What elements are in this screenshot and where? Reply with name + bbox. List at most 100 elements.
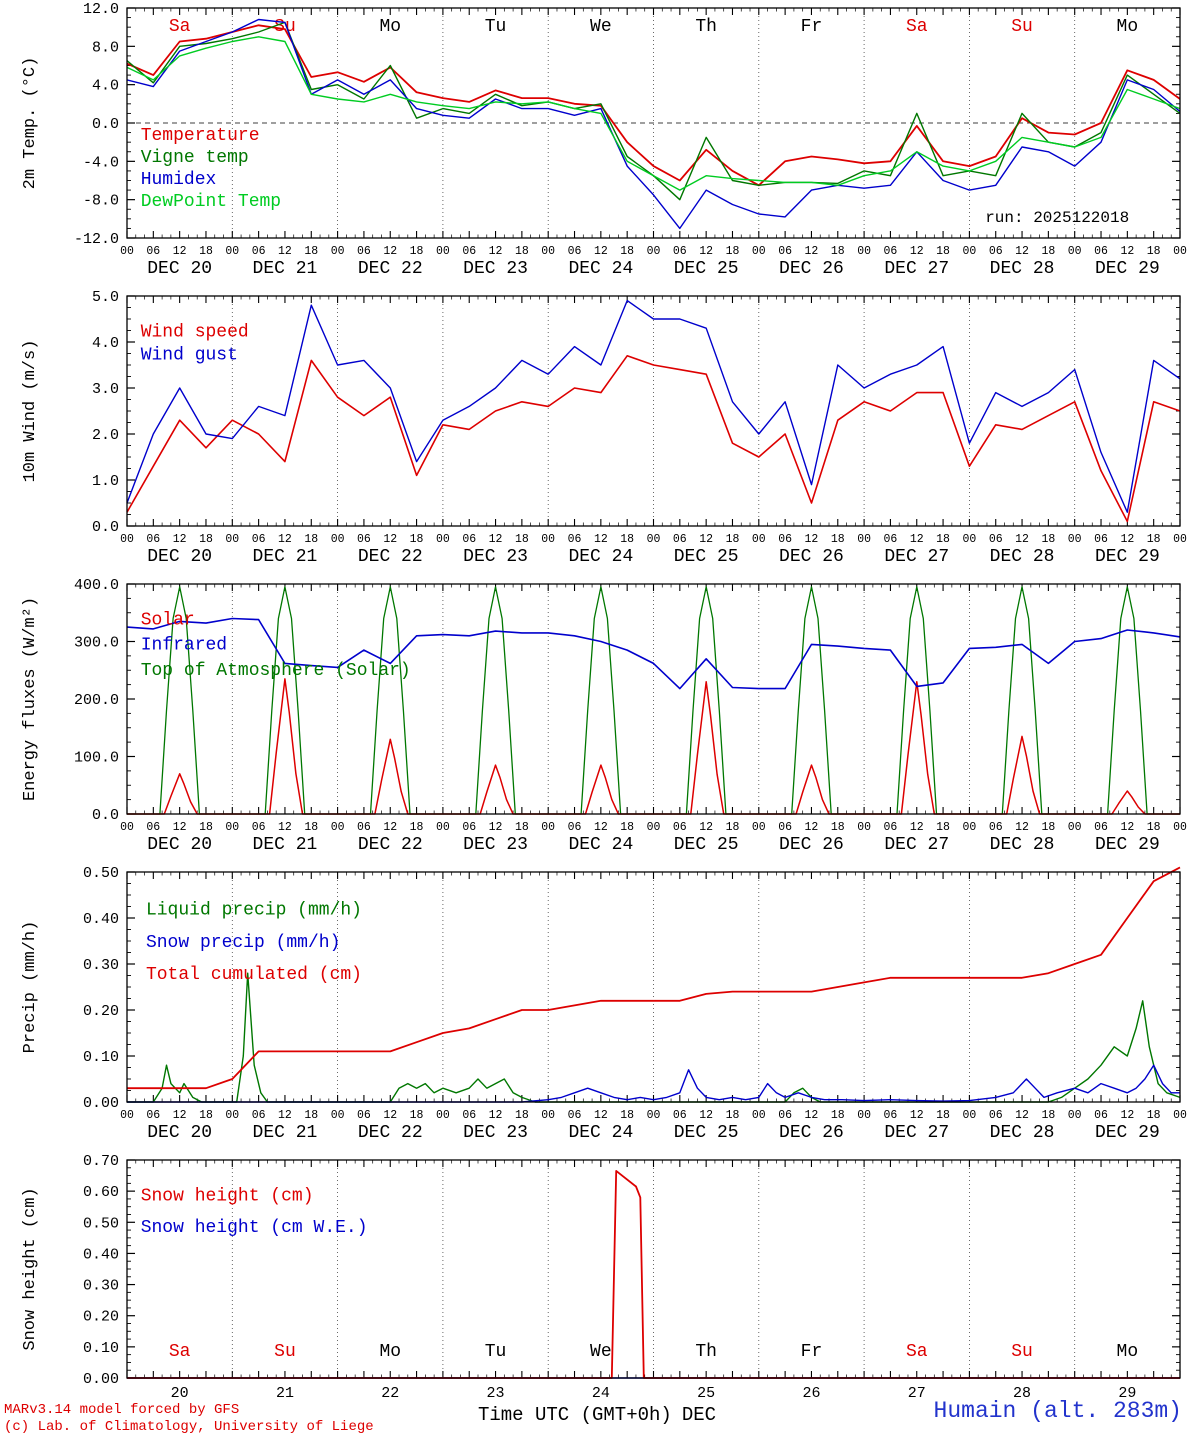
hour-tick-label: 00 <box>541 1109 555 1122</box>
hour-tick-label: 12 <box>910 245 924 258</box>
hour-tick-label: 00 <box>225 245 239 258</box>
hour-tick-label: 12 <box>383 821 397 834</box>
hour-tick-label: 12 <box>805 533 819 546</box>
hour-tick-label: 00 <box>120 245 134 258</box>
hour-tick-label: 06 <box>989 533 1003 546</box>
hour-tick-label: 00 <box>857 245 871 258</box>
hour-tick-label: 00 <box>647 1109 661 1122</box>
hour-tick-label: 18 <box>410 533 424 546</box>
hour-tick-label: 18 <box>1041 533 1055 546</box>
hour-tick-label: 12 <box>805 821 819 834</box>
legend-snow-height-cm-w-e-: Snow height (cm W.E.) <box>141 1218 368 1238</box>
y-tick-label: 300.0 <box>74 635 119 652</box>
hour-tick-label: 06 <box>884 533 898 546</box>
series-humidex <box>126 18 1181 230</box>
hour-tick-label: 00 <box>752 821 766 834</box>
day-number-label: 27 <box>908 1385 926 1402</box>
series-infrared <box>126 617 1181 690</box>
panel-snow-height: 0.00 0.10 0.20 0.30 0.40 0.50 0.60 0.70 20 21 22 23… <box>21 1153 1181 1402</box>
weekday-label: Sa <box>906 17 928 37</box>
y-axis-title: Precip (mm/h) <box>21 921 40 1054</box>
y-tick-label: 0.30 <box>83 957 119 974</box>
y-axis-title: Energy fluxes (W/m²) <box>21 597 40 801</box>
legend-snow-precip-mm-h-: Snow precip (mm/h) <box>146 933 340 953</box>
hour-tick-label: 00 <box>1173 533 1187 546</box>
hour-tick-label: 00 <box>436 533 450 546</box>
hour-tick-label: 06 <box>778 245 792 258</box>
hour-tick-label: 00 <box>436 245 450 258</box>
hour-tick-label: 06 <box>568 1109 582 1122</box>
hour-tick-label: 12 <box>489 245 503 258</box>
y-tick-label: 100.0 <box>74 750 119 767</box>
hour-tick-label: 18 <box>726 821 740 834</box>
hour-tick-label: 06 <box>884 245 898 258</box>
hour-tick-label: 06 <box>884 1109 898 1122</box>
day-number-label: 20 <box>171 1385 189 1402</box>
hour-tick-label: 06 <box>252 821 266 834</box>
hour-tick-label: 18 <box>304 533 318 546</box>
y-tick-label: 0.0 <box>92 116 119 133</box>
hour-tick-label: 18 <box>410 821 424 834</box>
weekday-label: Fr <box>801 17 823 37</box>
y-tick-label: 3.0 <box>92 381 119 398</box>
legend-vigne-temp: Vigne temp <box>141 148 249 168</box>
hour-tick-label: 12 <box>910 821 924 834</box>
hour-tick-label: 18 <box>410 245 424 258</box>
hour-tick-label: 18 <box>620 245 634 258</box>
hour-tick-label: 06 <box>462 245 476 258</box>
hour-tick-label: 06 <box>1094 1109 1108 1122</box>
panel-frame <box>126 295 1181 527</box>
hour-tick-label: 00 <box>120 821 134 834</box>
hour-tick-label: 12 <box>489 821 503 834</box>
hour-tick-label: 18 <box>1041 821 1055 834</box>
series-total-cumulated <box>127 866 1181 1090</box>
date-label: DEC 26 <box>779 547 844 567</box>
hour-tick-label: 00 <box>120 1109 134 1122</box>
hour-tick-label: 06 <box>252 245 266 258</box>
hour-tick-label: 06 <box>778 533 792 546</box>
day-number-label: 28 <box>1013 1385 1031 1402</box>
footer: MARv3.14 model forced by GFS (c) Lab. of… <box>0 1396 1194 1440</box>
hour-tick-label: 18 <box>410 1109 424 1122</box>
date-label: DEC 22 <box>358 1123 423 1143</box>
hour-tick-label: 12 <box>1120 245 1134 258</box>
series-wind-speed <box>126 355 1181 523</box>
hour-tick-label: 06 <box>568 533 582 546</box>
hour-tick-label: 06 <box>989 821 1003 834</box>
hour-tick-label: 00 <box>1173 245 1187 258</box>
station-label: Humain (alt. 283m) <box>933 1398 1182 1424</box>
day-number-label: 21 <box>276 1385 294 1402</box>
date-label: DEC 24 <box>568 259 633 279</box>
panel-frame <box>126 1159 1181 1379</box>
hour-tick-label: 06 <box>673 821 687 834</box>
y-tick-label: 400.0 <box>74 577 119 594</box>
hour-tick-label: 18 <box>936 245 950 258</box>
hour-tick-label: 12 <box>278 821 292 834</box>
weekday-label: Su <box>274 1342 296 1362</box>
hour-tick-label: 12 <box>910 1109 924 1122</box>
hour-tick-label: 18 <box>831 245 845 258</box>
hour-tick-label: 12 <box>594 1109 608 1122</box>
date-label: DEC 22 <box>358 835 423 855</box>
panel-wind: 0.0 1.0 2.0 3.0 4.0 5.0 00 06 12 18 00 06 12 18 00 06 12… <box>21 289 1187 567</box>
hour-tick-label: 00 <box>436 1109 450 1122</box>
y-tick-label: 5.0 <box>92 289 119 306</box>
hour-tick-label: 00 <box>331 245 345 258</box>
y-tick-label: 0.50 <box>83 1215 119 1232</box>
hour-tick-label: 12 <box>1015 1109 1029 1122</box>
hour-tick-label: 12 <box>1015 245 1029 258</box>
credit-line-2: (c) Lab. of Climatology, University of L… <box>4 1419 374 1435</box>
hour-tick-label: 00 <box>962 821 976 834</box>
date-label: DEC 27 <box>884 1123 949 1143</box>
hour-tick-label: 00 <box>1173 821 1187 834</box>
hour-tick-label: 12 <box>173 1109 187 1122</box>
hour-tick-label: 12 <box>173 533 187 546</box>
hour-tick-label: 00 <box>225 533 239 546</box>
hour-tick-label: 12 <box>910 533 924 546</box>
hour-tick-label: 18 <box>304 245 318 258</box>
y-axis-title: 10m Wind (m/s) <box>21 340 40 483</box>
hour-tick-label: 00 <box>1173 1109 1187 1122</box>
hour-tick-label: 18 <box>1147 245 1161 258</box>
hour-tick-label: 18 <box>1147 533 1161 546</box>
hour-tick-label: 00 <box>1068 1109 1082 1122</box>
